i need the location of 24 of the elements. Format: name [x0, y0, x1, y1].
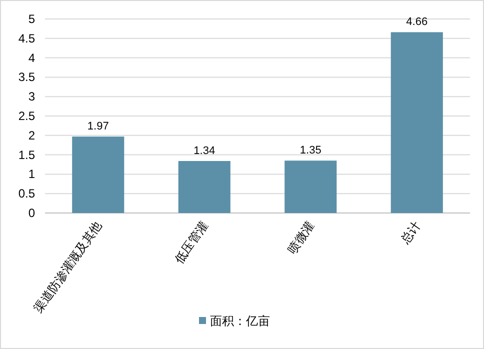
y-tick-label: 2: [28, 128, 36, 142]
bar: [390, 32, 443, 213]
y-tick-label: 0: [28, 206, 36, 220]
y-tick-label: 3.5: [18, 70, 36, 84]
y-tick-label: 1.5: [18, 148, 36, 162]
bar: [178, 161, 230, 213]
y-tick-label: 3: [28, 90, 36, 104]
y-tick-label: 5: [28, 12, 36, 26]
y-tick-label: 0.5: [18, 186, 36, 201]
y-tick-label: 4: [28, 50, 36, 65]
bar: [284, 160, 337, 213]
y-tick-label: 4.5: [18, 31, 36, 46]
legend-label: 面积：亿亩: [210, 314, 270, 328]
y-tick-label: 1: [28, 167, 36, 182]
bar: [72, 136, 124, 213]
data-label: 1.34: [194, 145, 216, 158]
data-label: 1.35: [300, 144, 322, 157]
data-label: 1.97: [87, 120, 109, 133]
x-tick-label: 总计: [398, 218, 424, 248]
x-tick-label: 低压管灌: [172, 218, 211, 266]
x-tick-label: 喷微灌: [284, 218, 318, 256]
y-tick-label: 2.5: [18, 109, 36, 123]
x-tick-label: 渠道防渗灌溉及其他: [31, 218, 105, 316]
data-label: 4.66: [406, 16, 428, 28]
